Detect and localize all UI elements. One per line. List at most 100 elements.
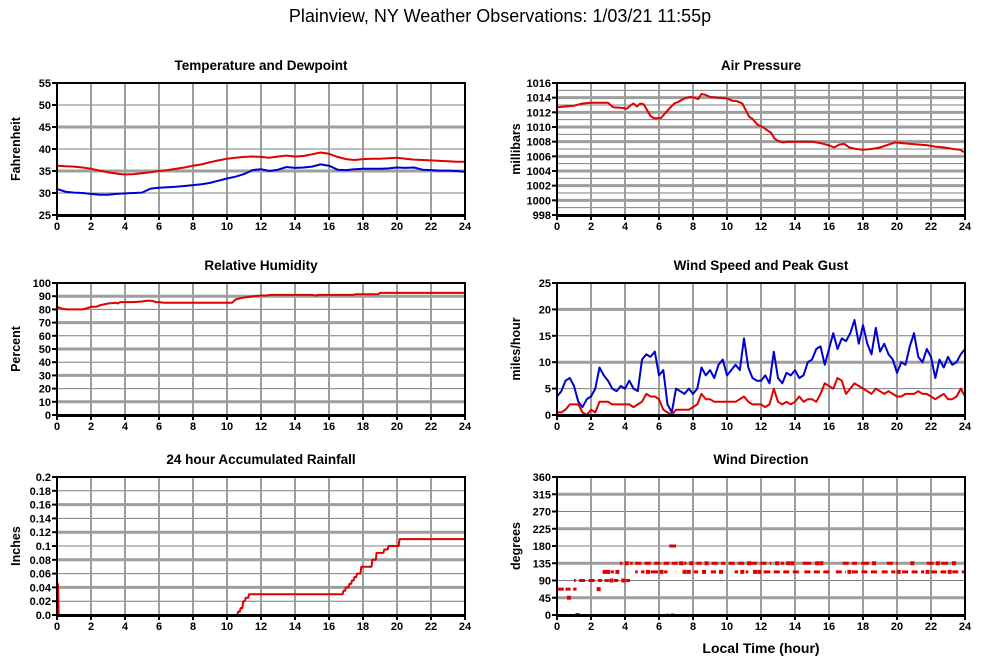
svg-text:15: 15 <box>539 331 551 343</box>
svg-text:12: 12 <box>255 221 267 233</box>
svg-text:50: 50 <box>39 100 51 112</box>
svg-text:0.16: 0.16 <box>30 500 51 512</box>
svg-text:2: 2 <box>88 621 94 633</box>
svg-text:0: 0 <box>554 621 560 633</box>
svg-text:24: 24 <box>959 421 972 433</box>
svg-text:90: 90 <box>539 576 551 588</box>
page-title: Plainview, NY Weather Observations: 1/03… <box>288 6 712 26</box>
svg-text:1016: 1016 <box>527 78 551 90</box>
svg-text:8: 8 <box>190 421 196 433</box>
svg-text:0.04: 0.04 <box>30 582 52 594</box>
svg-text:millibars: millibars <box>509 123 523 174</box>
svg-text:Wind Direction: Wind Direction <box>713 452 808 467</box>
svg-text:4: 4 <box>622 221 629 233</box>
svg-text:18: 18 <box>857 221 869 233</box>
svg-text:24: 24 <box>959 221 972 233</box>
svg-text:10: 10 <box>221 221 233 233</box>
relative-humidity-chart: 0 2 4 6 8 10 12 14 16 18 20 22 24 0 10 20 30 40 50 60 70 80 90… <box>0 253 500 453</box>
svg-text:18: 18 <box>357 221 369 233</box>
svg-text:0.08: 0.08 <box>30 555 51 567</box>
svg-text:Inches: Inches <box>9 526 23 566</box>
svg-text:24: 24 <box>459 421 472 433</box>
svg-text:180: 180 <box>533 541 551 553</box>
svg-text:0.0: 0.0 <box>36 610 51 622</box>
svg-text:Relative Humidity: Relative Humidity <box>204 258 318 273</box>
svg-text:Fahrenheit: Fahrenheit <box>9 116 23 181</box>
svg-text:14: 14 <box>289 421 302 433</box>
svg-text:35: 35 <box>39 166 51 178</box>
svg-text:14: 14 <box>789 421 802 433</box>
svg-text:Air Pressure: Air Pressure <box>721 58 802 73</box>
svg-text:10: 10 <box>721 421 733 433</box>
svg-text:14: 14 <box>789 621 802 633</box>
svg-text:70: 70 <box>39 318 51 330</box>
svg-text:12: 12 <box>755 221 767 233</box>
svg-text:18: 18 <box>357 621 369 633</box>
svg-text:16: 16 <box>323 421 335 433</box>
svg-text:24: 24 <box>459 621 472 633</box>
temperature-dewpoint-chart: 0 2 4 6 8 10 12 14 16 18 20 22 24 25 30 35 40 45 50 55 Tempe… <box>0 53 500 253</box>
svg-text:45: 45 <box>539 593 551 605</box>
svg-text:0: 0 <box>545 610 551 622</box>
svg-text:4: 4 <box>622 621 629 633</box>
svg-text:60: 60 <box>39 331 51 343</box>
svg-text:0: 0 <box>54 421 60 433</box>
svg-text:20: 20 <box>891 421 903 433</box>
svg-text:12: 12 <box>255 421 267 433</box>
svg-text:20: 20 <box>391 421 403 433</box>
svg-text:1002: 1002 <box>527 181 551 193</box>
svg-text:6: 6 <box>656 421 662 433</box>
svg-text:20: 20 <box>39 384 51 396</box>
svg-text:22: 22 <box>925 221 937 233</box>
svg-text:miles/hour: miles/hour <box>509 317 523 380</box>
svg-text:100: 100 <box>33 278 51 290</box>
svg-text:8: 8 <box>190 221 196 233</box>
svg-text:55: 55 <box>39 78 51 90</box>
relative-humidity-svg: 0 2 4 6 8 10 12 14 16 18 20 22 240102030405060708090… <box>9 258 472 433</box>
svg-text:80: 80 <box>39 304 51 316</box>
accumulated-rainfall-svg: 0 2 4 6 8 10 12 14 16 18 20 22 240.00.020.040.060.08… <box>9 452 472 633</box>
svg-text:0.18: 0.18 <box>30 486 51 498</box>
svg-text:0: 0 <box>545 410 551 422</box>
svg-text:225: 225 <box>533 524 551 536</box>
svg-text:1000: 1000 <box>527 195 551 207</box>
svg-text:0.1: 0.1 <box>36 541 51 553</box>
svg-text:2: 2 <box>588 221 594 233</box>
svg-text:30: 30 <box>39 188 51 200</box>
svg-text:0.02: 0.02 <box>30 596 51 608</box>
svg-text:8: 8 <box>690 621 696 633</box>
svg-text:22: 22 <box>925 621 937 633</box>
svg-text:12: 12 <box>755 621 767 633</box>
svg-text:20: 20 <box>539 304 551 316</box>
svg-text:0.06: 0.06 <box>30 569 51 581</box>
svg-text:10: 10 <box>721 221 733 233</box>
svg-text:14: 14 <box>789 221 802 233</box>
svg-text:0: 0 <box>54 621 60 633</box>
svg-text:6: 6 <box>156 421 162 433</box>
svg-text:2: 2 <box>588 421 594 433</box>
accumulated-rainfall-chart: 0 2 4 6 8 10 12 14 16 18 20 22 24 0.0 0.02 0.04 0.06 0.08… <box>0 447 500 660</box>
svg-text:315: 315 <box>533 489 551 501</box>
svg-text:10: 10 <box>221 621 233 633</box>
svg-text:14: 14 <box>289 621 302 633</box>
svg-text:1014: 1014 <box>527 93 552 105</box>
svg-text:22: 22 <box>425 421 437 433</box>
wind-direction-chart: 0 2 4 6 8 10 12 14 16 18 20 22 24 0 45 90 135 180 225 270 31… <box>500 447 1000 660</box>
svg-text:4: 4 <box>622 421 629 433</box>
temperature-dewpoint-svg: 0 2 4 6 8 10 12 14 16 18 20 22 2425303540455055Tempe… <box>9 58 472 233</box>
svg-text:0.2: 0.2 <box>36 472 51 484</box>
svg-text:16: 16 <box>823 221 835 233</box>
svg-text:20: 20 <box>891 221 903 233</box>
svg-text:Temperature and Dewpoint: Temperature and Dewpoint <box>174 58 348 73</box>
svg-text:1004: 1004 <box>527 166 552 178</box>
svg-text:360: 360 <box>533 472 551 484</box>
svg-text:30: 30 <box>39 370 51 382</box>
svg-text:24: 24 <box>959 621 972 633</box>
svg-text:18: 18 <box>857 621 869 633</box>
svg-text:22: 22 <box>425 221 437 233</box>
svg-text:998: 998 <box>533 210 551 222</box>
svg-text:25: 25 <box>539 278 551 290</box>
svg-text:0.12: 0.12 <box>30 527 51 539</box>
